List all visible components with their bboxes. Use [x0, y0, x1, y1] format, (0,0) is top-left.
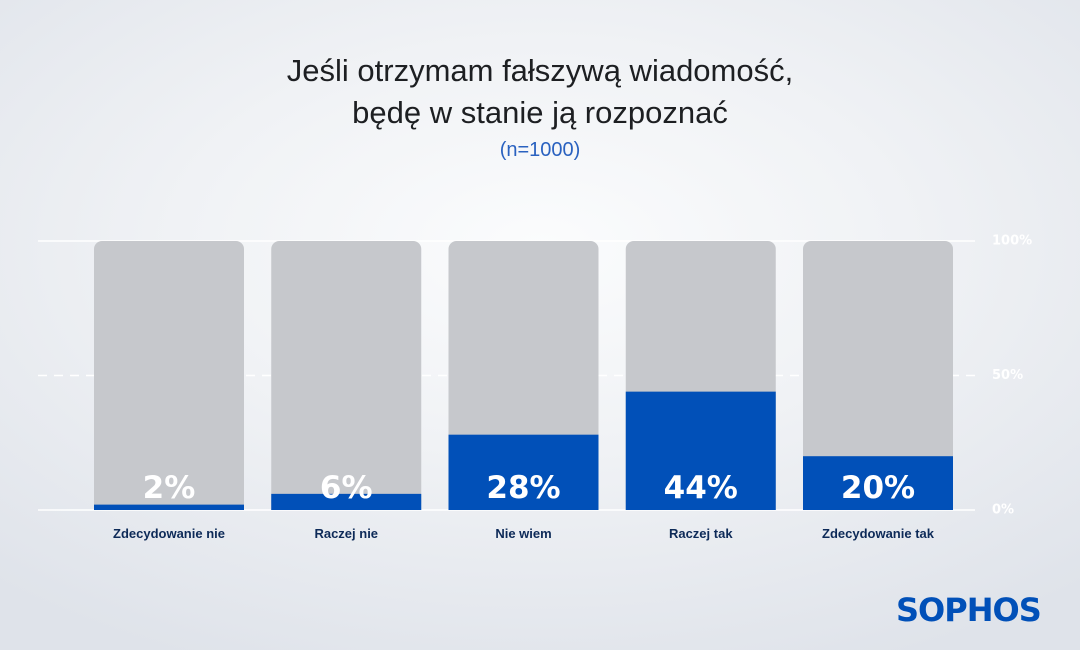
bar-value-label: 2%	[143, 470, 196, 506]
bar	[803, 456, 953, 510]
chart-title-line-2: będę w stanie ją rozpoznać	[352, 95, 728, 130]
x-category-label: Zdecydowanie tak	[822, 526, 935, 541]
chart-subtitle: (n=1000)	[499, 139, 581, 161]
bar	[625, 391, 776, 510]
bar	[94, 504, 244, 510]
sophos-logo: SOPHOS	[896, 591, 1042, 629]
x-category-label: Raczej tak	[669, 526, 733, 541]
y-tick-label: 50%	[992, 368, 1023, 383]
y-tick-label: 100%	[992, 234, 1032, 249]
x-category-label: Zdecydowanie nie	[113, 526, 225, 541]
chart-title-line-1: Jeśli otrzymam fałszywą wiadomość,	[286, 53, 794, 88]
bar-value-label: 6%	[320, 470, 373, 506]
bar-value-label: 28%	[486, 470, 560, 506]
bar-track	[94, 241, 244, 510]
bar-value-label: 20%	[841, 470, 915, 506]
y-tick-label: 0%	[992, 503, 1014, 518]
bar-value-label: 44%	[664, 470, 738, 506]
x-category-label: Raczej nie	[314, 526, 378, 541]
bars-layer	[94, 241, 953, 510]
sophos-logo-text: SOPHOS	[896, 591, 1041, 629]
bar	[448, 434, 599, 510]
bar	[271, 493, 422, 510]
x-category-label: Nie wiem	[495, 526, 551, 541]
bar-track	[803, 241, 953, 510]
bar-track	[271, 241, 422, 510]
labels-layer: 0% 50% 100% 2% Zdecydowanie nie 6% Raczej nie 2…	[113, 234, 1032, 542]
